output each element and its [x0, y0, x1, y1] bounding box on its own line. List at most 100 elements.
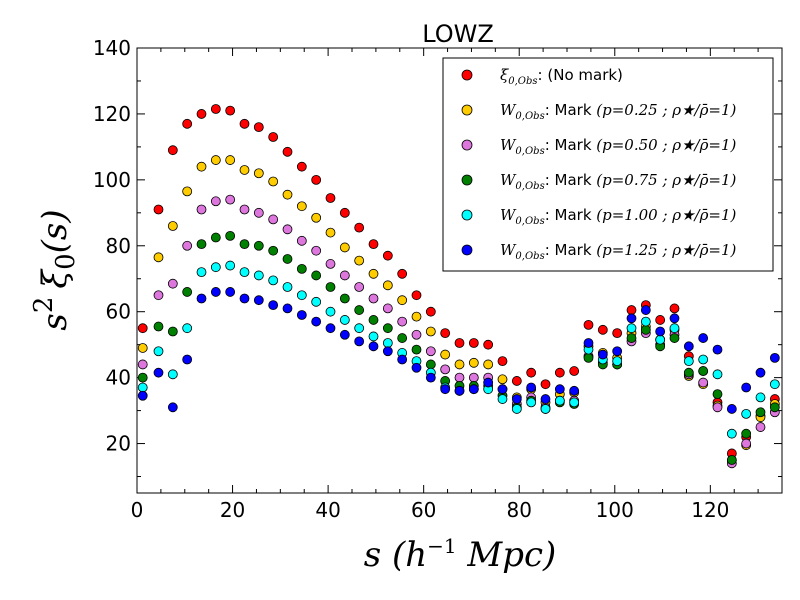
data-point — [468, 357, 479, 368]
data-point — [210, 232, 221, 243]
data-point — [182, 323, 193, 334]
data-point — [626, 333, 637, 343]
data-point — [440, 384, 451, 395]
data-point — [640, 324, 651, 335]
data-point — [282, 189, 293, 200]
data-point — [440, 364, 451, 375]
data-point — [311, 212, 322, 223]
data-point — [182, 240, 193, 251]
data-point — [253, 270, 264, 281]
data-point — [325, 227, 336, 238]
data-point — [712, 389, 723, 400]
data-point — [153, 367, 164, 378]
data-point — [569, 397, 580, 408]
data-point — [311, 245, 322, 256]
data-point — [511, 376, 522, 386]
data-point — [712, 369, 723, 380]
data-point — [769, 402, 780, 413]
data-point — [239, 204, 250, 215]
data-point — [325, 306, 336, 317]
data-point — [612, 346, 623, 357]
data-point — [354, 222, 365, 233]
data-point — [454, 385, 465, 396]
y-tick-label: 20 — [106, 432, 131, 456]
data-point — [225, 105, 236, 116]
legend-entry: W0,Obs: Mark (p=1.00 ; ρ★/ρ̄=1) — [500, 206, 737, 227]
x-tick-label: 20 — [220, 498, 245, 522]
data-point — [368, 268, 379, 279]
data-point — [683, 356, 694, 367]
x-axis-label: s (h−1 Mpc) — [364, 534, 557, 575]
legend-entry: W0,Obs: Mark (p=0.25 ; ρ★/ρ̄=1) — [500, 101, 737, 122]
legend-marker — [461, 69, 473, 81]
x-tick-label: 0 — [131, 498, 144, 522]
y-tick-label: 80 — [106, 234, 131, 258]
data-point — [368, 239, 379, 250]
data-point — [526, 367, 537, 378]
data-point — [425, 346, 436, 357]
data-point — [382, 346, 393, 357]
data-point — [554, 367, 565, 378]
data-point — [526, 382, 537, 393]
x-tick-label: 100 — [596, 498, 634, 522]
data-point — [669, 313, 680, 324]
data-point — [655, 326, 666, 337]
data-point — [167, 278, 178, 289]
svg-text:s2ξ0(s): s2ξ0(s) — [29, 209, 81, 330]
data-point — [268, 275, 279, 286]
data-point — [382, 323, 393, 334]
data-point — [726, 455, 737, 465]
data-point — [239, 165, 250, 175]
data-point — [483, 359, 494, 370]
x-tick-label: 80 — [506, 498, 531, 522]
data-point — [454, 338, 465, 348]
data-point — [296, 201, 307, 212]
data-point — [712, 402, 723, 413]
data-point — [325, 282, 336, 292]
data-point — [196, 161, 207, 172]
data-point — [167, 221, 178, 231]
data-point — [726, 404, 737, 414]
data-point — [296, 310, 307, 320]
data-point — [268, 214, 279, 225]
data-point — [626, 305, 637, 315]
data-point — [669, 333, 680, 343]
data-point — [741, 438, 752, 449]
data-point — [683, 341, 694, 352]
data-point — [137, 372, 148, 383]
data-point — [153, 204, 164, 215]
data-point — [425, 372, 436, 383]
data-point — [368, 331, 379, 342]
data-point — [726, 428, 737, 439]
data-point — [382, 338, 393, 348]
data-point — [210, 155, 221, 165]
data-point — [382, 280, 393, 291]
series-6 — [137, 287, 780, 414]
data-point — [698, 354, 709, 365]
data-point — [268, 132, 279, 142]
data-point — [640, 305, 651, 315]
data-point — [583, 338, 594, 348]
data-point — [397, 316, 408, 327]
data-point — [225, 230, 236, 241]
data-point — [583, 319, 594, 330]
legend-box — [442, 57, 774, 272]
data-point — [755, 367, 766, 378]
data-point — [210, 104, 221, 114]
data-point — [411, 290, 422, 301]
data-point — [339, 242, 350, 253]
data-point — [769, 379, 780, 390]
legend-entry: W0,Obs: Mark (p=0.50 ; ρ★/ρ̄=1) — [500, 136, 737, 157]
y-tick-label: 140 — [93, 36, 131, 60]
data-point — [382, 303, 393, 314]
data-point — [411, 329, 422, 340]
data-point — [755, 392, 766, 403]
data-point — [368, 315, 379, 325]
data-point — [239, 239, 250, 250]
data-point — [311, 296, 322, 307]
data-point — [397, 333, 408, 343]
data-point — [196, 267, 207, 278]
data-point — [282, 303, 293, 314]
data-point — [210, 262, 221, 273]
legend-marker — [461, 209, 473, 221]
